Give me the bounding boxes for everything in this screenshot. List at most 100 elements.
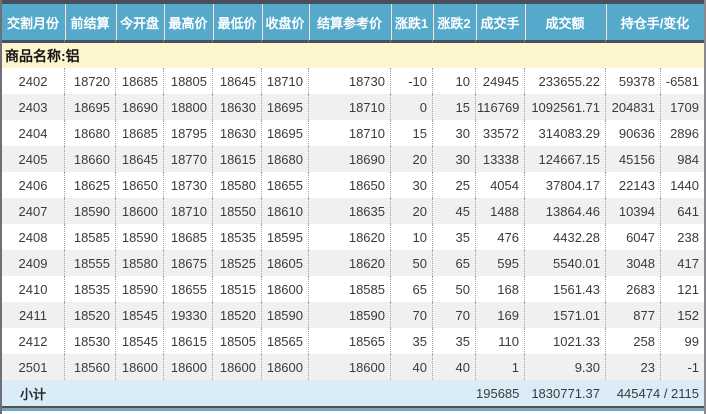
cell-volume: 4054	[475, 172, 524, 198]
table-row: 2410 18535 18590 18655 18515 18600 18585 65 50 16…	[2, 276, 704, 302]
cell-settlement-ref: 18650	[308, 172, 390, 198]
cell-turnover: 1571.01	[524, 302, 605, 328]
cell-turnover: 37804.17	[524, 172, 605, 198]
cell-high: 18600	[163, 354, 212, 380]
cell-prev-settlement: 18520	[64, 302, 115, 328]
cell-change2: 15	[432, 94, 475, 120]
cell-oi-change: 152	[660, 302, 704, 328]
cell-oi-change: 99	[660, 328, 704, 354]
cell-change1: 70	[390, 302, 432, 328]
cell-oi-change: 984	[660, 146, 704, 172]
cell-volume: 116769	[475, 94, 524, 120]
subtotal-spacer	[64, 380, 475, 406]
cell-low: 18630	[212, 94, 261, 120]
cell-close: 18695	[261, 94, 308, 120]
cell-change2: 30	[432, 146, 475, 172]
cell-open-interest: 204831	[605, 94, 660, 120]
cell-open: 18545	[115, 328, 163, 354]
cell-close: 18600	[261, 276, 308, 302]
quotes-table: 交割月份 前结算 今开盘 最高价 最低价 收盘价 结算参考价 涨跌1 涨跌2 成…	[2, 4, 704, 406]
subtotal-open-interest-change: 445474 / 2115	[605, 380, 704, 406]
cell-delivery-month: 2412	[2, 328, 64, 354]
top-bar	[2, 0, 704, 4]
cell-open-interest: 59378	[605, 68, 660, 94]
cell-change1: 15	[390, 120, 432, 146]
cell-low: 18580	[212, 172, 261, 198]
cell-high: 18685	[163, 224, 212, 250]
table-header: 交割月份 前结算 今开盘 最高价 最低价 收盘价 结算参考价 涨跌1 涨跌2 成…	[2, 4, 704, 43]
cell-volume: 168	[475, 276, 524, 302]
cell-high: 18800	[163, 94, 212, 120]
cell-change2: 70	[432, 302, 475, 328]
cell-close: 18600	[261, 354, 308, 380]
cell-prev-settlement: 18695	[64, 94, 115, 120]
cell-change1: 0	[390, 94, 432, 120]
cell-delivery-month: 2501	[2, 354, 64, 380]
bottom-bar	[2, 408, 704, 411]
cell-change2: 25	[432, 172, 475, 198]
cell-prev-settlement: 18535	[64, 276, 115, 302]
cell-open: 18690	[115, 94, 163, 120]
cell-open-interest: 877	[605, 302, 660, 328]
cell-settlement-ref: 18565	[308, 328, 390, 354]
cell-volume: 24945	[475, 68, 524, 94]
subtotal-row: 小计 195685 1830771.37 445474 / 2115	[2, 380, 704, 406]
cell-prev-settlement: 18720	[64, 68, 115, 94]
cell-prev-settlement: 18555	[64, 250, 115, 276]
cell-low: 18600	[212, 354, 261, 380]
cell-open: 18600	[115, 198, 163, 224]
cell-turnover: 9.30	[524, 354, 605, 380]
cell-high: 18710	[163, 198, 212, 224]
cell-change1: -10	[390, 68, 432, 94]
cell-delivery-month: 2406	[2, 172, 64, 198]
cell-open-interest: 45156	[605, 146, 660, 172]
cell-delivery-month: 2411	[2, 302, 64, 328]
cell-oi-change: 1709	[660, 94, 704, 120]
cell-change2: 10	[432, 68, 475, 94]
cell-low: 18630	[212, 120, 261, 146]
cell-volume: 1	[475, 354, 524, 380]
cell-change2: 40	[432, 354, 475, 380]
cell-close: 18710	[261, 68, 308, 94]
col-header-delivery-month: 交割月份	[2, 4, 64, 43]
cell-settlement-ref: 18620	[308, 250, 390, 276]
cell-high: 18805	[163, 68, 212, 94]
cell-turnover: 124667.15	[524, 146, 605, 172]
cell-oi-change: 1440	[660, 172, 704, 198]
cell-prev-settlement: 18625	[64, 172, 115, 198]
header-row: 交割月份 前结算 今开盘 最高价 最低价 收盘价 结算参考价 涨跌1 涨跌2 成…	[2, 4, 704, 43]
cell-prev-settlement: 18660	[64, 146, 115, 172]
cell-turnover: 233655.22	[524, 68, 605, 94]
table-row: 2407 18590 18600 18710 18550 18610 18635 20 45 14…	[2, 198, 704, 224]
cell-oi-change: -6581	[660, 68, 704, 94]
cell-change2: 35	[432, 224, 475, 250]
cell-open: 18590	[115, 276, 163, 302]
cell-turnover: 1561.43	[524, 276, 605, 302]
cell-oi-change: -1	[660, 354, 704, 380]
table-row: 2409 18555 18580 18675 18525 18605 18620 50 65 59…	[2, 250, 704, 276]
subtotal-turnover: 1830771.37	[524, 380, 605, 406]
cell-open: 18645	[115, 146, 163, 172]
cell-open-interest: 22143	[605, 172, 660, 198]
cell-delivery-month: 2410	[2, 276, 64, 302]
cell-change1: 20	[390, 146, 432, 172]
cell-low: 18535	[212, 224, 261, 250]
table-row: 2406 18625 18650 18730 18580 18655 18650 30 25 40…	[2, 172, 704, 198]
cell-oi-change: 641	[660, 198, 704, 224]
cell-low: 18525	[212, 250, 261, 276]
cell-volume: 476	[475, 224, 524, 250]
cell-open: 18685	[115, 68, 163, 94]
cell-open: 18590	[115, 224, 163, 250]
cell-settlement-ref: 18600	[308, 354, 390, 380]
cell-change1: 35	[390, 328, 432, 354]
cell-change1: 50	[390, 250, 432, 276]
cell-change2: 50	[432, 276, 475, 302]
cell-oi-change: 121	[660, 276, 704, 302]
cell-open-interest: 2683	[605, 276, 660, 302]
cell-open-interest: 90636	[605, 120, 660, 146]
cell-turnover: 1092561.71	[524, 94, 605, 120]
cell-open-interest: 6047	[605, 224, 660, 250]
cell-delivery-month: 2403	[2, 94, 64, 120]
cell-prev-settlement: 18560	[64, 354, 115, 380]
